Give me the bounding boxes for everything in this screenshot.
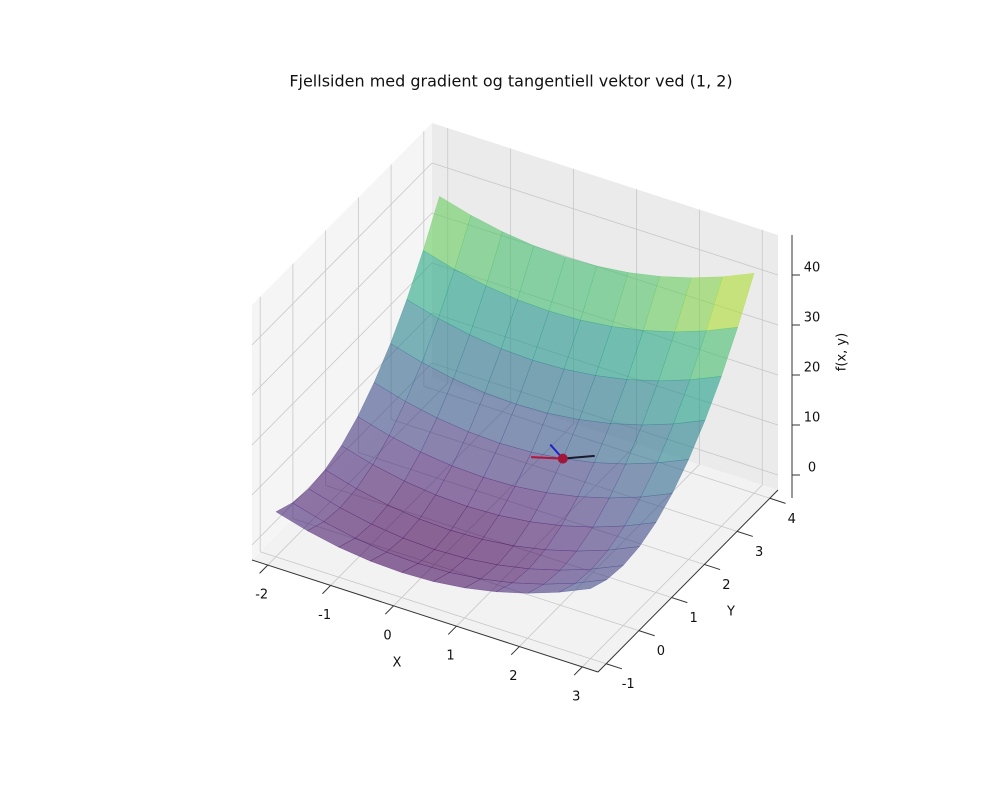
x-tick-label: 0 [383, 628, 391, 643]
vector [531, 456, 563, 460]
tick-mark [704, 563, 721, 571]
z-tick-label: 0 [808, 461, 816, 476]
grid-line [251, 162, 433, 346]
y-tick-label: -1 [622, 677, 635, 692]
point-marker [557, 453, 568, 464]
tick-mark [259, 564, 269, 574]
tick-mark [638, 630, 655, 637]
x-tick-label: 2 [509, 669, 517, 684]
z-tick-label: 30 [804, 311, 821, 326]
overlay [531, 443, 595, 464]
y-tick-label: 3 [755, 545, 763, 560]
x-tick-label: -1 [318, 608, 331, 623]
z-tick-label: 20 [804, 361, 821, 376]
x-tick-label: -2 [255, 588, 268, 603]
z-tick-label: 10 [804, 411, 821, 426]
y-tick-label: 0 [657, 644, 665, 659]
y-axis-label: Y [726, 605, 735, 620]
y-axis-line [597, 489, 779, 673]
surface-patch [558, 579, 607, 593]
y-tick-label: 1 [689, 611, 697, 626]
vector [562, 454, 595, 460]
z-tick-label: 40 [804, 261, 821, 276]
tick-mark [736, 530, 753, 537]
tick-mark [573, 666, 583, 676]
tick-mark [447, 625, 457, 635]
x-tick-label: 1 [446, 649, 454, 664]
tick-mark [606, 663, 623, 670]
surface [275, 196, 755, 594]
y-tick-label: 2 [722, 578, 730, 593]
chart-title: Fjellsiden med gradient og tangentiell v… [289, 72, 732, 91]
left-pane [252, 123, 432, 560]
x-axis-line [251, 559, 599, 673]
grid-line [251, 212, 433, 396]
tick-mark [510, 646, 520, 656]
grid-line [581, 484, 763, 668]
x-axis-label: X [393, 656, 402, 671]
grid-line [260, 551, 607, 665]
x-tick-label: 3 [572, 689, 580, 704]
y-tick-label: 4 [788, 512, 796, 527]
grid-line [251, 262, 433, 446]
tick-mark [671, 597, 688, 604]
tick-mark [322, 585, 331, 595]
grid-line [431, 162, 779, 276]
tick-mark [385, 605, 394, 615]
z-axis-label: f(x, y) [835, 333, 850, 371]
tick-mark [769, 497, 786, 504]
